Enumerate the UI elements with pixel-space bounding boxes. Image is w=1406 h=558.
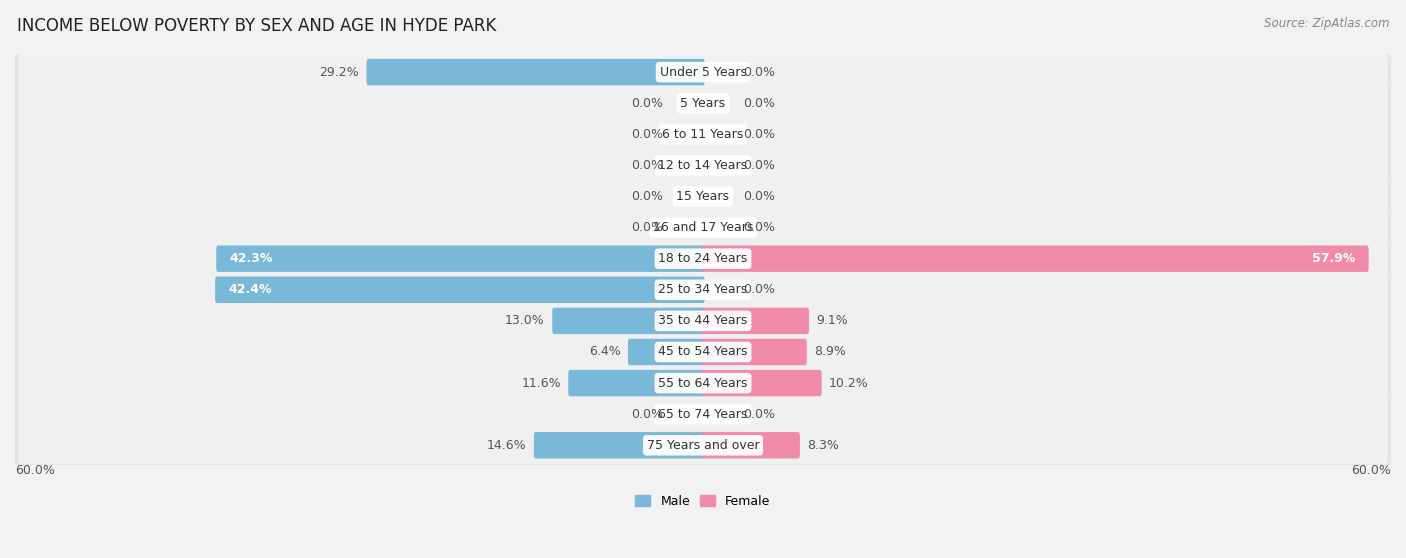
Text: 60.0%: 60.0% <box>15 464 55 477</box>
Text: 55 to 64 Years: 55 to 64 Years <box>658 377 748 389</box>
Text: 15 Years: 15 Years <box>676 190 730 203</box>
Text: 35 to 44 Years: 35 to 44 Years <box>658 314 748 328</box>
FancyBboxPatch shape <box>18 84 1388 122</box>
Text: 0.0%: 0.0% <box>631 221 662 234</box>
Text: 14.6%: 14.6% <box>486 439 526 452</box>
FancyBboxPatch shape <box>18 271 1388 309</box>
FancyBboxPatch shape <box>534 432 704 459</box>
Text: INCOME BELOW POVERTY BY SEX AND AGE IN HYDE PARK: INCOME BELOW POVERTY BY SEX AND AGE IN H… <box>17 17 496 35</box>
FancyBboxPatch shape <box>18 426 1388 464</box>
Text: 0.0%: 0.0% <box>744 190 775 203</box>
Text: 11.6%: 11.6% <box>522 377 561 389</box>
Text: 0.0%: 0.0% <box>744 97 775 110</box>
FancyBboxPatch shape <box>15 79 1391 127</box>
FancyBboxPatch shape <box>15 359 1391 407</box>
Text: 13.0%: 13.0% <box>505 314 544 328</box>
FancyBboxPatch shape <box>702 307 808 334</box>
FancyBboxPatch shape <box>18 146 1388 185</box>
FancyBboxPatch shape <box>553 307 704 334</box>
Legend: Male, Female: Male, Female <box>630 490 776 513</box>
Text: 0.0%: 0.0% <box>744 66 775 79</box>
FancyBboxPatch shape <box>702 370 821 396</box>
Text: 60.0%: 60.0% <box>1351 464 1391 477</box>
Text: 75 Years and over: 75 Years and over <box>647 439 759 452</box>
FancyBboxPatch shape <box>15 204 1391 252</box>
Text: 16 and 17 Years: 16 and 17 Years <box>652 221 754 234</box>
FancyBboxPatch shape <box>15 172 1391 220</box>
FancyBboxPatch shape <box>15 142 1391 189</box>
FancyBboxPatch shape <box>702 246 1368 272</box>
FancyBboxPatch shape <box>702 432 800 459</box>
FancyBboxPatch shape <box>18 53 1388 91</box>
FancyBboxPatch shape <box>18 302 1388 340</box>
FancyBboxPatch shape <box>15 328 1391 376</box>
Text: 42.4%: 42.4% <box>228 283 271 296</box>
FancyBboxPatch shape <box>18 116 1388 153</box>
Text: 6.4%: 6.4% <box>589 345 620 358</box>
FancyBboxPatch shape <box>628 339 704 365</box>
FancyBboxPatch shape <box>15 48 1391 96</box>
Text: 0.0%: 0.0% <box>631 97 662 110</box>
FancyBboxPatch shape <box>15 297 1391 345</box>
FancyBboxPatch shape <box>18 333 1388 371</box>
Text: Source: ZipAtlas.com: Source: ZipAtlas.com <box>1264 17 1389 30</box>
FancyBboxPatch shape <box>15 390 1391 438</box>
FancyBboxPatch shape <box>18 364 1388 402</box>
Text: 65 to 74 Years: 65 to 74 Years <box>658 408 748 421</box>
Text: 45 to 54 Years: 45 to 54 Years <box>658 345 748 358</box>
Text: 0.0%: 0.0% <box>744 128 775 141</box>
FancyBboxPatch shape <box>18 209 1388 247</box>
Text: 25 to 34 Years: 25 to 34 Years <box>658 283 748 296</box>
Text: 5 Years: 5 Years <box>681 97 725 110</box>
FancyBboxPatch shape <box>18 239 1388 278</box>
Text: 8.9%: 8.9% <box>814 345 846 358</box>
Text: 0.0%: 0.0% <box>744 408 775 421</box>
FancyBboxPatch shape <box>15 266 1391 314</box>
Text: 18 to 24 Years: 18 to 24 Years <box>658 252 748 265</box>
Text: 42.3%: 42.3% <box>229 252 273 265</box>
Text: Under 5 Years: Under 5 Years <box>659 66 747 79</box>
Text: 0.0%: 0.0% <box>744 221 775 234</box>
Text: 0.0%: 0.0% <box>631 159 662 172</box>
Text: 0.0%: 0.0% <box>631 128 662 141</box>
Text: 0.0%: 0.0% <box>744 283 775 296</box>
Text: 0.0%: 0.0% <box>744 159 775 172</box>
Text: 0.0%: 0.0% <box>631 408 662 421</box>
FancyBboxPatch shape <box>15 235 1391 282</box>
FancyBboxPatch shape <box>18 395 1388 433</box>
FancyBboxPatch shape <box>15 421 1391 469</box>
Text: 6 to 11 Years: 6 to 11 Years <box>662 128 744 141</box>
FancyBboxPatch shape <box>215 277 704 303</box>
Text: 57.9%: 57.9% <box>1312 252 1355 265</box>
Text: 10.2%: 10.2% <box>830 377 869 389</box>
Text: 0.0%: 0.0% <box>631 190 662 203</box>
FancyBboxPatch shape <box>568 370 704 396</box>
FancyBboxPatch shape <box>367 59 704 85</box>
FancyBboxPatch shape <box>18 177 1388 215</box>
Text: 12 to 14 Years: 12 to 14 Years <box>658 159 748 172</box>
FancyBboxPatch shape <box>15 110 1391 158</box>
FancyBboxPatch shape <box>217 246 704 272</box>
Text: 29.2%: 29.2% <box>319 66 359 79</box>
FancyBboxPatch shape <box>702 339 807 365</box>
Text: 8.3%: 8.3% <box>807 439 839 452</box>
Text: 9.1%: 9.1% <box>817 314 848 328</box>
